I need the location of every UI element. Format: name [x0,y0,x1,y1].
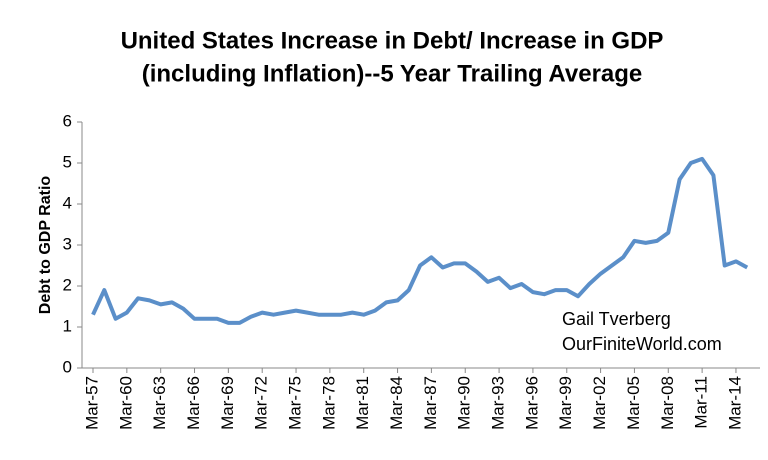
line-series [91,156,749,325]
x-tick-label: Mar-93 [489,376,508,430]
y-tick-label: 5 [63,152,72,171]
y-tick-label: 0 [63,357,72,376]
x-tick-label: Mar-99 [556,376,575,430]
annotation: OurFiniteWorld.com [562,334,722,354]
x-tick-label: Mar-63 [150,376,169,430]
x-tick-label: Mar-05 [624,376,643,430]
x-tick-label: Mar-72 [252,376,271,430]
annotation: Gail Tverberg [562,309,671,329]
x-tick-label: Mar-90 [455,376,474,430]
chart-title: (including Inflation)--5 Year Trailing A… [142,60,643,87]
x-tick-label: Mar-02 [590,376,609,430]
x-tick-label: Mar-11 [692,376,711,429]
y-tick-label: 3 [63,234,72,253]
y-axis-label: Debt to GDP Ratio [37,176,54,315]
x-tick-label: Mar-69 [218,376,237,430]
x-tick-label: Mar-66 [184,376,203,430]
x-tick-label: Mar-60 [116,376,135,430]
x-tick-label: Mar-08 [658,376,677,430]
y-tick-label: 4 [63,193,72,212]
x-tick-label: Mar-96 [522,376,541,430]
x-tick-label: Mar-75 [286,376,305,430]
x-tick-label: Mar-81 [353,376,372,430]
x-tick-label: Mar-57 [82,376,101,430]
x-tick-label: Mar-14 [725,376,744,430]
chart-title: United States Increase in Debt/ Increase… [121,27,664,54]
y-tick-label: 1 [63,316,72,335]
y-tick-label: 2 [63,275,72,294]
y-tick-label: 6 [63,111,72,130]
x-tick-label: Mar-87 [421,376,440,430]
x-tick-label: Mar-78 [319,376,338,430]
x-tick-label: Mar-84 [387,376,406,430]
